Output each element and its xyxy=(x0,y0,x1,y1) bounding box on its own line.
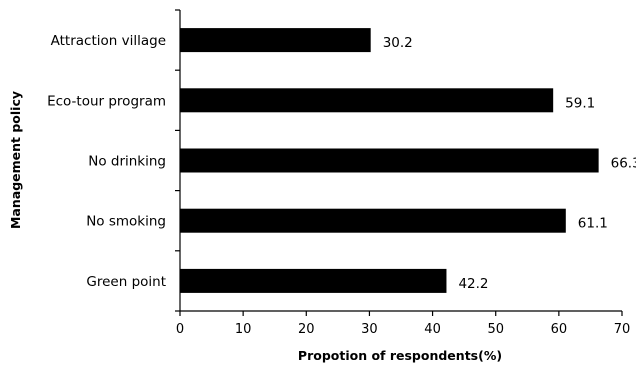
bar xyxy=(180,268,447,293)
data-label: 66.3 xyxy=(611,156,636,172)
x-tick-label: 60 xyxy=(551,322,568,337)
category-label: Green point xyxy=(86,274,166,290)
category-label: No smoking xyxy=(86,214,166,230)
category-label: No drinking xyxy=(88,154,166,170)
data-label: 30.2 xyxy=(383,35,413,51)
bar xyxy=(180,208,566,233)
x-tick-label: 0 xyxy=(176,322,184,337)
x-tick-labels-group: 0 10 20 30 40 50 60 70 xyxy=(176,322,630,337)
bars-group xyxy=(180,28,599,293)
data-label: 61.1 xyxy=(578,216,608,232)
x-axis-title: Propotion of respondents(%) xyxy=(298,348,502,363)
x-tick-label: 20 xyxy=(298,322,315,337)
category-label: Eco-tour program xyxy=(47,93,166,109)
category-labels-group: Attraction village Eco-tour program No dri… xyxy=(47,33,166,290)
y-ticks-group xyxy=(175,9,180,312)
x-ticks-group xyxy=(179,311,623,316)
bar xyxy=(180,28,371,53)
x-tick-label: 10 xyxy=(235,322,252,337)
bar xyxy=(180,88,554,113)
data-labels-group: 30.2 59.1 66.3 61.1 42.2 xyxy=(383,35,636,292)
bar xyxy=(180,148,599,173)
x-tick-label: 50 xyxy=(487,322,504,337)
x-tick-label: 70 xyxy=(614,322,631,337)
data-label: 59.1 xyxy=(565,95,595,111)
data-label: 42.2 xyxy=(458,276,488,292)
y-axis-title: Management policy xyxy=(8,91,23,229)
x-tick-label: 40 xyxy=(424,322,441,337)
x-tick-label: 30 xyxy=(361,322,378,337)
category-label: Attraction village xyxy=(51,33,166,49)
